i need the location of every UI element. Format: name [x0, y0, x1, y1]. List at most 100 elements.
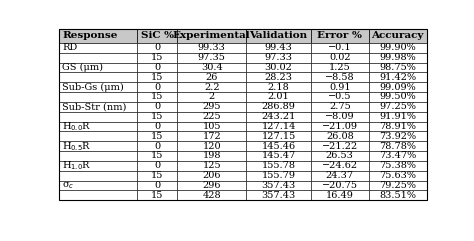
Text: 15: 15	[151, 151, 164, 161]
Text: 357.43: 357.43	[262, 181, 296, 190]
Text: 0: 0	[154, 161, 160, 170]
Bar	[137, 92, 177, 102]
Bar	[369, 121, 427, 131]
Bar	[369, 190, 427, 200]
Bar	[177, 29, 246, 43]
Bar	[246, 121, 311, 131]
Text: σ$_c$: σ$_c$	[62, 180, 74, 191]
Bar	[311, 102, 369, 112]
Bar	[59, 161, 137, 171]
Text: RD: RD	[62, 43, 77, 52]
Bar	[137, 43, 177, 53]
Text: 99.90%: 99.90%	[379, 43, 416, 52]
Bar	[59, 72, 137, 82]
Text: 99.98%: 99.98%	[379, 53, 416, 62]
Text: 30.02: 30.02	[264, 63, 292, 72]
Text: −0.5: −0.5	[328, 93, 352, 101]
Bar	[137, 72, 177, 82]
Text: −21.09: −21.09	[322, 122, 358, 131]
Text: 15: 15	[151, 191, 164, 200]
Text: 145.46: 145.46	[262, 142, 296, 151]
Text: 91.42%: 91.42%	[379, 73, 416, 82]
Bar	[137, 141, 177, 151]
Text: 28.23: 28.23	[264, 73, 292, 82]
Text: −21.22: −21.22	[322, 142, 358, 151]
Bar	[246, 53, 311, 62]
Bar	[177, 161, 246, 171]
Bar	[369, 92, 427, 102]
Bar	[369, 53, 427, 62]
Bar	[177, 190, 246, 200]
Bar	[59, 92, 137, 102]
Bar	[369, 62, 427, 72]
Bar	[246, 29, 311, 43]
Bar	[137, 181, 177, 190]
Bar	[59, 29, 137, 43]
Bar	[137, 112, 177, 121]
Bar	[137, 171, 177, 181]
Text: 286.89: 286.89	[262, 102, 295, 111]
Text: 127.14: 127.14	[261, 122, 296, 131]
Bar	[311, 62, 369, 72]
Bar	[177, 53, 246, 62]
Text: 2.2: 2.2	[204, 83, 219, 92]
Text: 155.78: 155.78	[262, 161, 296, 170]
Bar	[137, 29, 177, 43]
Bar	[137, 131, 177, 141]
Bar	[59, 102, 137, 112]
Bar	[137, 161, 177, 171]
Text: Sub-Gs (μm): Sub-Gs (μm)	[62, 82, 124, 92]
Bar	[246, 161, 311, 171]
Bar	[177, 82, 246, 92]
Bar	[59, 190, 137, 200]
Text: 172: 172	[202, 132, 221, 141]
Text: 91.91%: 91.91%	[379, 112, 416, 121]
Bar	[369, 43, 427, 53]
Bar	[137, 121, 177, 131]
Bar	[369, 131, 427, 141]
Text: 0: 0	[154, 142, 160, 151]
Bar	[246, 190, 311, 200]
Text: Response: Response	[62, 31, 118, 40]
Bar	[246, 131, 311, 141]
Text: 206: 206	[202, 171, 221, 180]
Text: 145.47: 145.47	[262, 151, 296, 161]
Bar	[177, 43, 246, 53]
Text: 73.47%: 73.47%	[379, 151, 416, 161]
Text: 198: 198	[202, 151, 221, 161]
Text: 16.49: 16.49	[326, 191, 354, 200]
Bar	[137, 151, 177, 161]
Bar	[177, 72, 246, 82]
Bar	[369, 112, 427, 121]
Bar	[311, 171, 369, 181]
Bar	[177, 112, 246, 121]
Bar	[177, 62, 246, 72]
Bar	[369, 29, 427, 43]
Text: 75.38%: 75.38%	[379, 161, 416, 170]
Bar	[369, 102, 427, 112]
Bar	[59, 82, 137, 92]
Text: −24.62: −24.62	[322, 161, 358, 170]
Text: −20.75: −20.75	[322, 181, 358, 190]
Bar	[177, 121, 246, 131]
Text: 99.43: 99.43	[264, 43, 292, 52]
Bar	[59, 181, 137, 190]
Text: 2.01: 2.01	[268, 93, 290, 101]
Text: −0.1: −0.1	[328, 43, 352, 52]
Text: Experimental: Experimental	[173, 31, 251, 40]
Bar	[137, 53, 177, 62]
Bar	[311, 181, 369, 190]
Bar	[177, 102, 246, 112]
Bar	[311, 82, 369, 92]
Bar	[369, 181, 427, 190]
Text: 15: 15	[151, 171, 164, 180]
Text: 1.25: 1.25	[329, 63, 351, 72]
Bar	[369, 171, 427, 181]
Text: SiC %: SiC %	[141, 31, 173, 40]
Bar	[311, 131, 369, 141]
Bar	[177, 141, 246, 151]
Text: 30.4: 30.4	[201, 63, 223, 72]
Text: 26.53: 26.53	[326, 151, 354, 161]
Bar	[311, 141, 369, 151]
Text: 73.92%: 73.92%	[379, 132, 416, 141]
